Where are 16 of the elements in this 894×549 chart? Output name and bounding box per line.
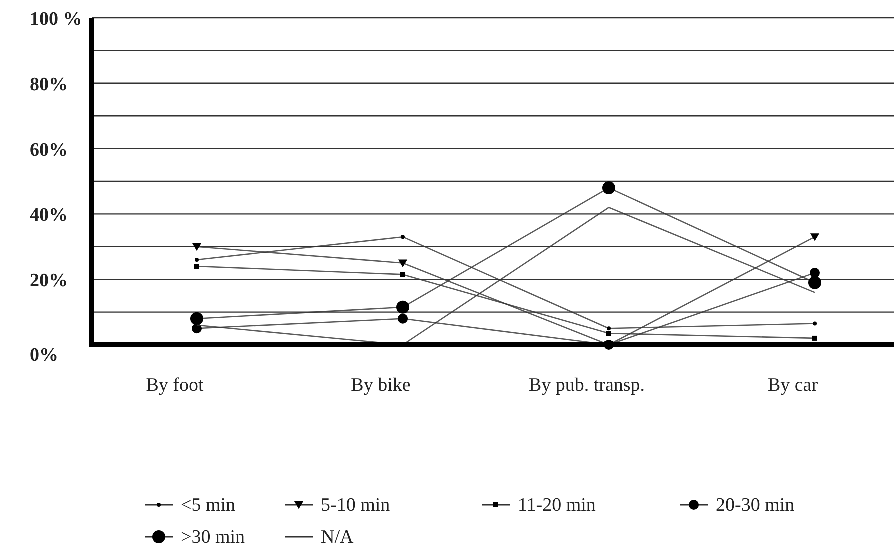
y-tick-label: 80% [30,74,68,96]
legend-label: >30 min [181,527,246,548]
y-tick-label: 20% [30,270,68,292]
y-tick-label: 100 % [30,9,82,30]
legend-label: 5-10 min [321,495,391,516]
y-tick-label: 40% [30,205,68,226]
x-tick-label: By bike [351,375,411,396]
legend-label: <5 min [181,495,236,516]
legend-label: 11-20 min [518,495,596,516]
y-tick-label: 60% [30,140,68,161]
legend-label: N/A [321,527,354,548]
x-tick-label: By foot [146,375,204,396]
y-tick-label: 0% [30,345,58,366]
legend-label: 20-30 min [716,495,796,516]
x-tick-label: By pub. transp. [528,375,646,396]
x-tick-label: By car [768,375,819,396]
